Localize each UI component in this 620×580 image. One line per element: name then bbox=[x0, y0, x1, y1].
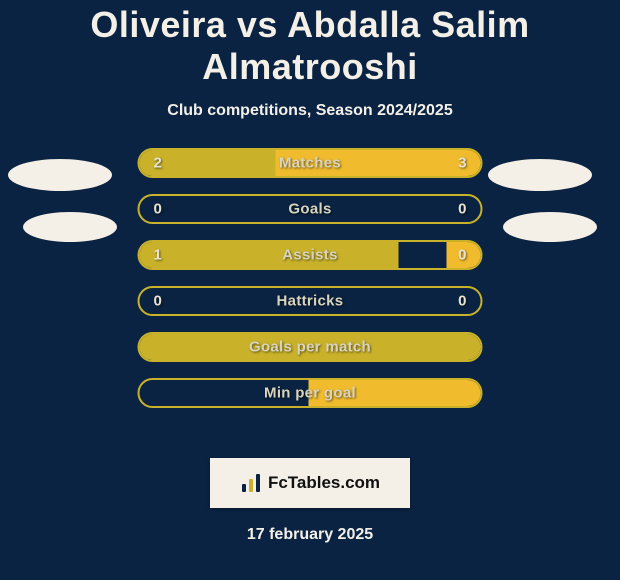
stats-area: 2 3 Matches 0 0 Goals 1 0 Assists 0 0 Hattricks Goal… bbox=[0, 148, 620, 448]
stat-rows: 2 3 Matches 0 0 Goals 1 0 Assists 0 0 Hattricks Goal… bbox=[138, 148, 483, 424]
stat-value-right: 0 bbox=[458, 293, 466, 310]
stat-value-left: 0 bbox=[154, 293, 162, 310]
stat-row: Goals per match bbox=[138, 332, 483, 362]
player-silhouette-left bbox=[8, 159, 112, 191]
stat-label: Assists bbox=[282, 247, 337, 264]
player-silhouette-left bbox=[23, 212, 117, 242]
player-silhouette-right bbox=[488, 159, 592, 191]
stat-row: 1 0 Assists bbox=[138, 240, 483, 270]
stat-row: 0 0 Hattricks bbox=[138, 286, 483, 316]
stat-bar-left bbox=[140, 242, 399, 268]
comparison-infographic: Oliveira vs Abdalla Salim Almatrooshi Cl… bbox=[0, 0, 620, 580]
stat-label: Matches bbox=[279, 155, 341, 172]
subtitle: Club competitions, Season 2024/2025 bbox=[0, 102, 620, 120]
bar-chart-icon bbox=[240, 472, 262, 494]
stat-value-left: 2 bbox=[154, 155, 162, 172]
stat-row: Min per goal bbox=[138, 378, 483, 408]
stat-label: Min per goal bbox=[264, 385, 356, 402]
stat-label: Hattricks bbox=[277, 293, 344, 310]
date-line: 17 february 2025 bbox=[0, 526, 620, 544]
stat-row: 0 0 Goals bbox=[138, 194, 483, 224]
stat-value-right: 0 bbox=[458, 247, 466, 264]
player-silhouette-right bbox=[503, 212, 597, 242]
stat-row: 2 3 Matches bbox=[138, 148, 483, 178]
stat-label: Goals per match bbox=[249, 339, 371, 356]
page-title: Oliveira vs Abdalla Salim Almatrooshi bbox=[0, 4, 620, 88]
stat-label: Goals bbox=[288, 201, 331, 218]
brand-badge: FcTables.com bbox=[210, 458, 410, 508]
stat-value-left: 1 bbox=[154, 247, 162, 264]
stat-value-right: 3 bbox=[458, 155, 466, 172]
stat-value-left: 0 bbox=[154, 201, 162, 218]
stat-value-right: 0 bbox=[458, 201, 466, 218]
brand-text: FcTables.com bbox=[268, 473, 380, 493]
